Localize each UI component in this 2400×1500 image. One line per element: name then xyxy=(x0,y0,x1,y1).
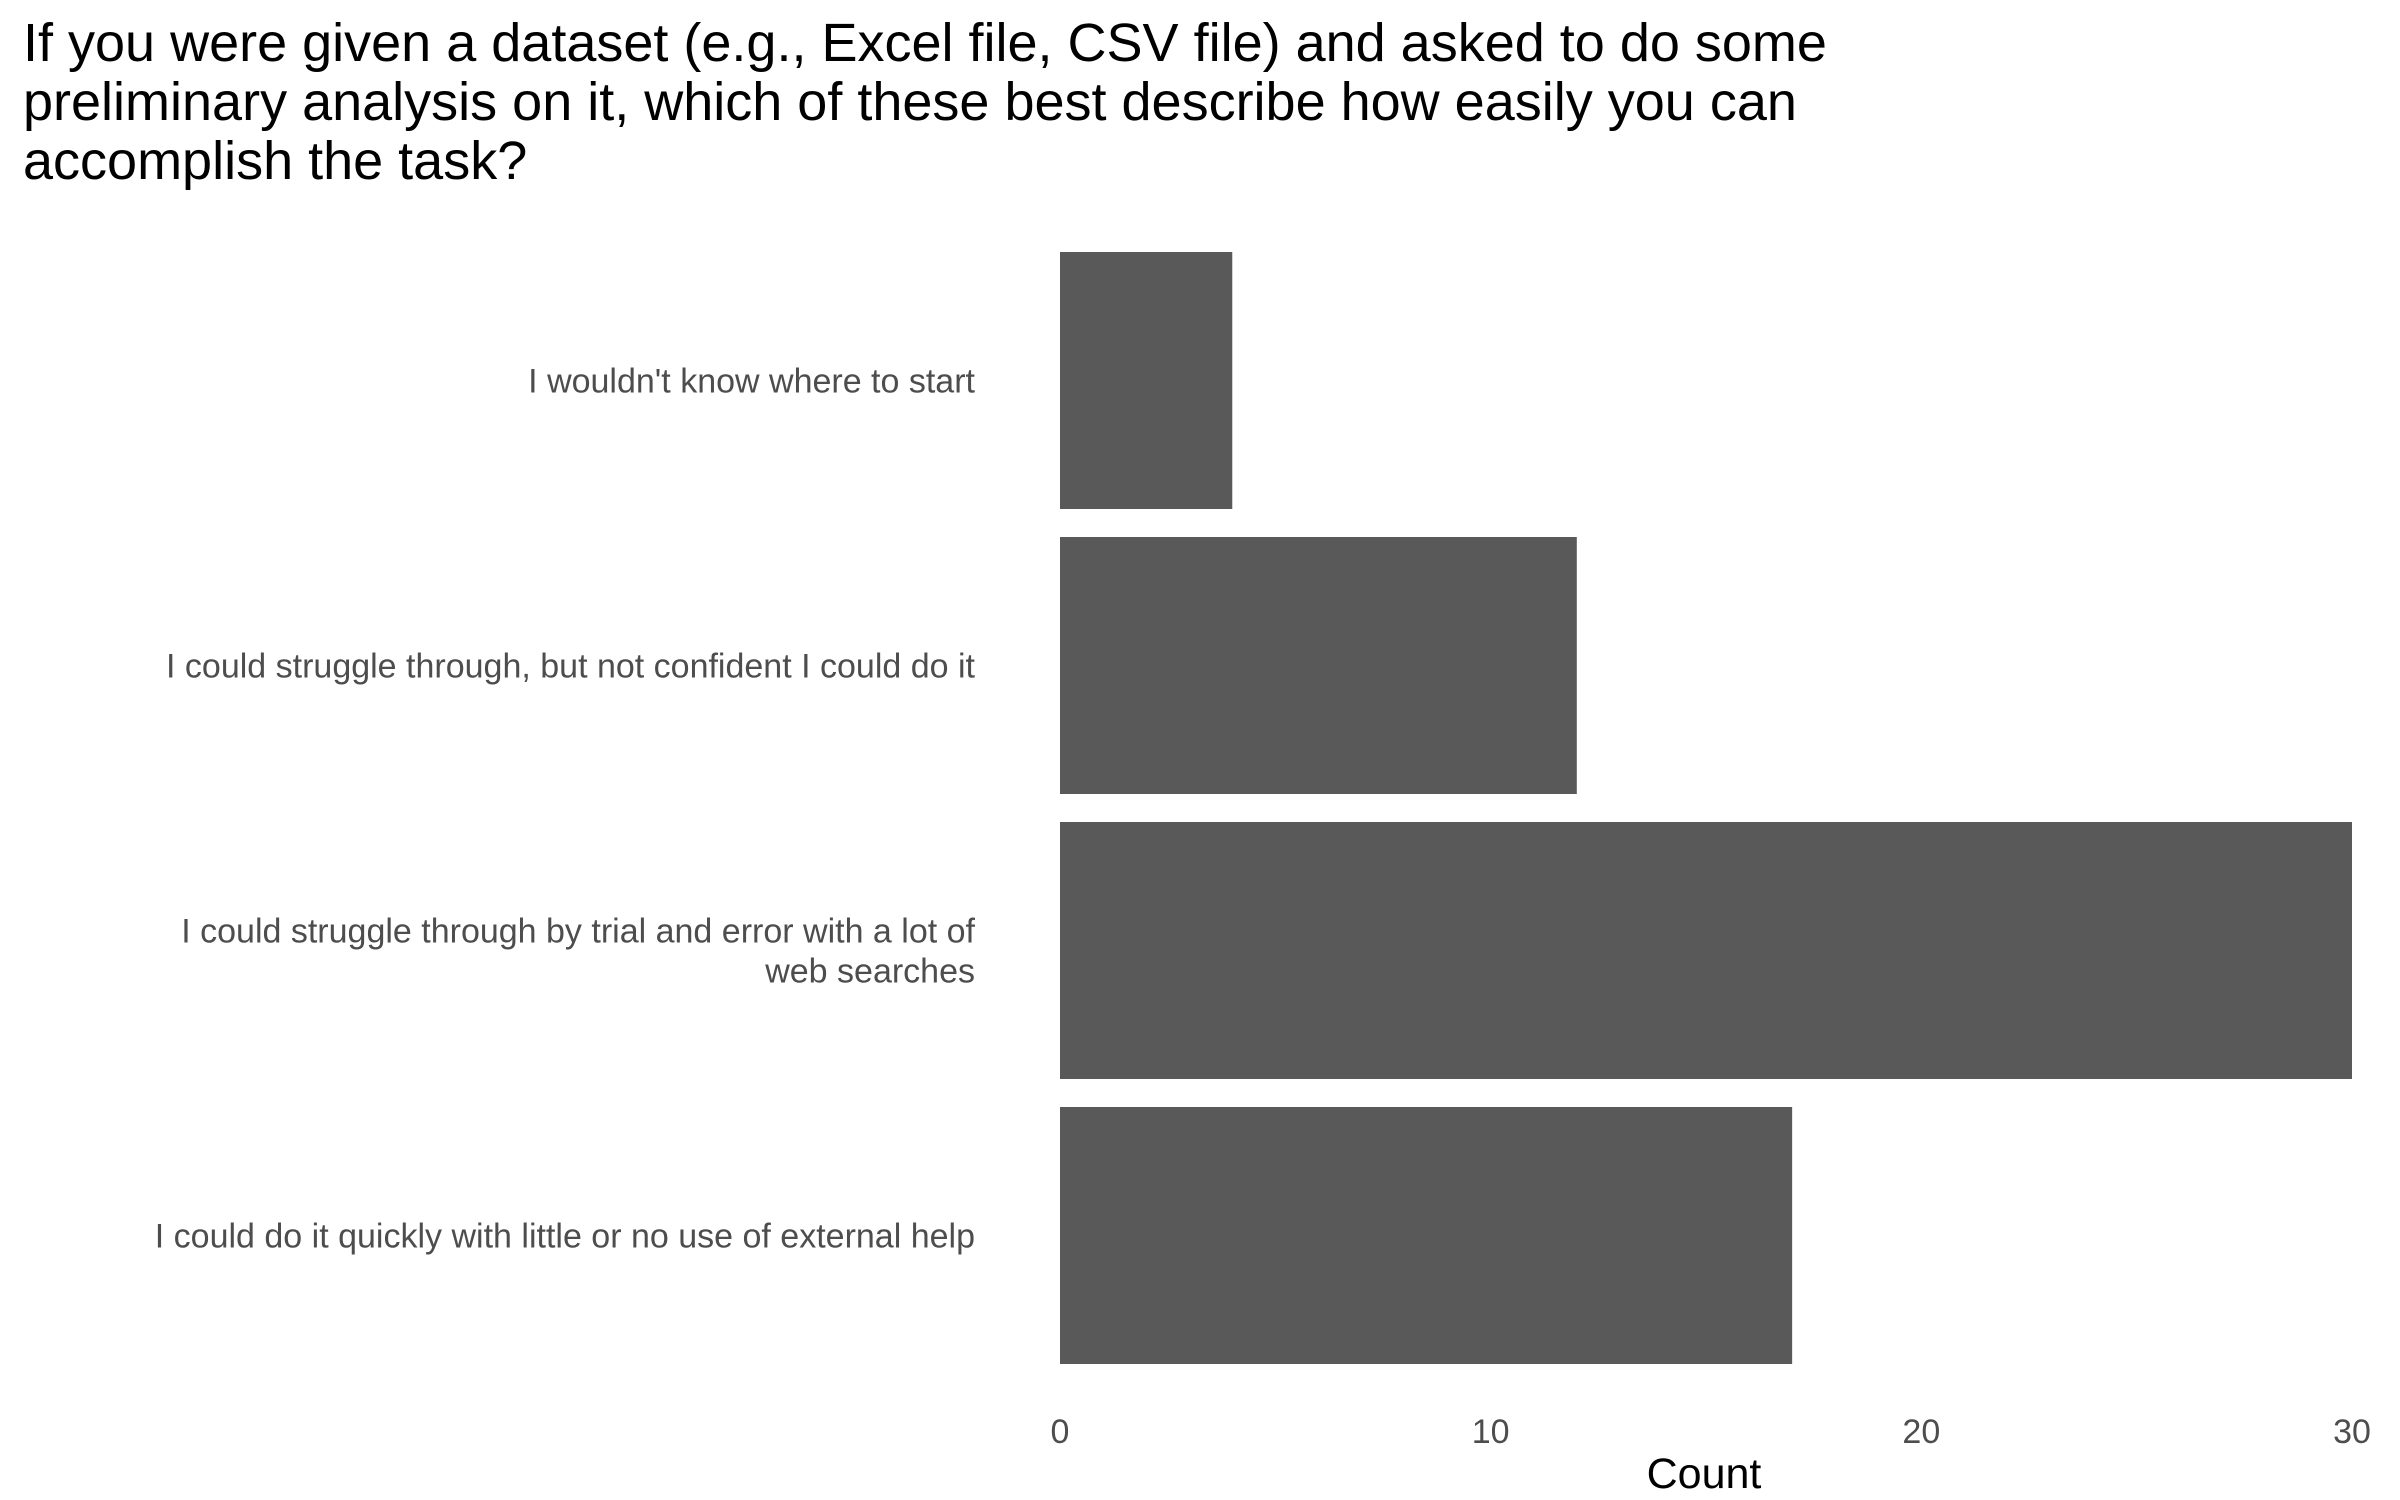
x-tick-label-3: 20 xyxy=(1902,1413,1940,1451)
x-tick-label-1: 0 xyxy=(1051,1413,1070,1451)
x-tick-label-4: 30 xyxy=(2333,1413,2371,1451)
x-axis-title: Count xyxy=(1647,1450,1762,1498)
bar-1 xyxy=(1060,252,1233,509)
bar-3 xyxy=(1060,822,2352,1079)
category-label-3: I could struggle through by trial and er… xyxy=(181,913,975,991)
category-label-1: I wouldn't know where to start xyxy=(528,363,975,401)
category-label-4: I could do it quickly with little or no … xyxy=(155,1218,975,1256)
bar-4 xyxy=(1060,1107,1793,1364)
bars-group xyxy=(1060,252,2352,1364)
x-tick-labels-group: 0 10 20 30 xyxy=(1051,1413,2371,1451)
category-label-2: I could struggle through, but not confid… xyxy=(166,648,976,686)
x-tick-label-2: 10 xyxy=(1472,1413,1510,1451)
bar-2 xyxy=(1060,537,1577,794)
chart-title: If you were given a dataset (e.g., Excel… xyxy=(23,13,1827,191)
category-labels-group: I wouldn't know where to start I could st… xyxy=(155,363,976,1256)
